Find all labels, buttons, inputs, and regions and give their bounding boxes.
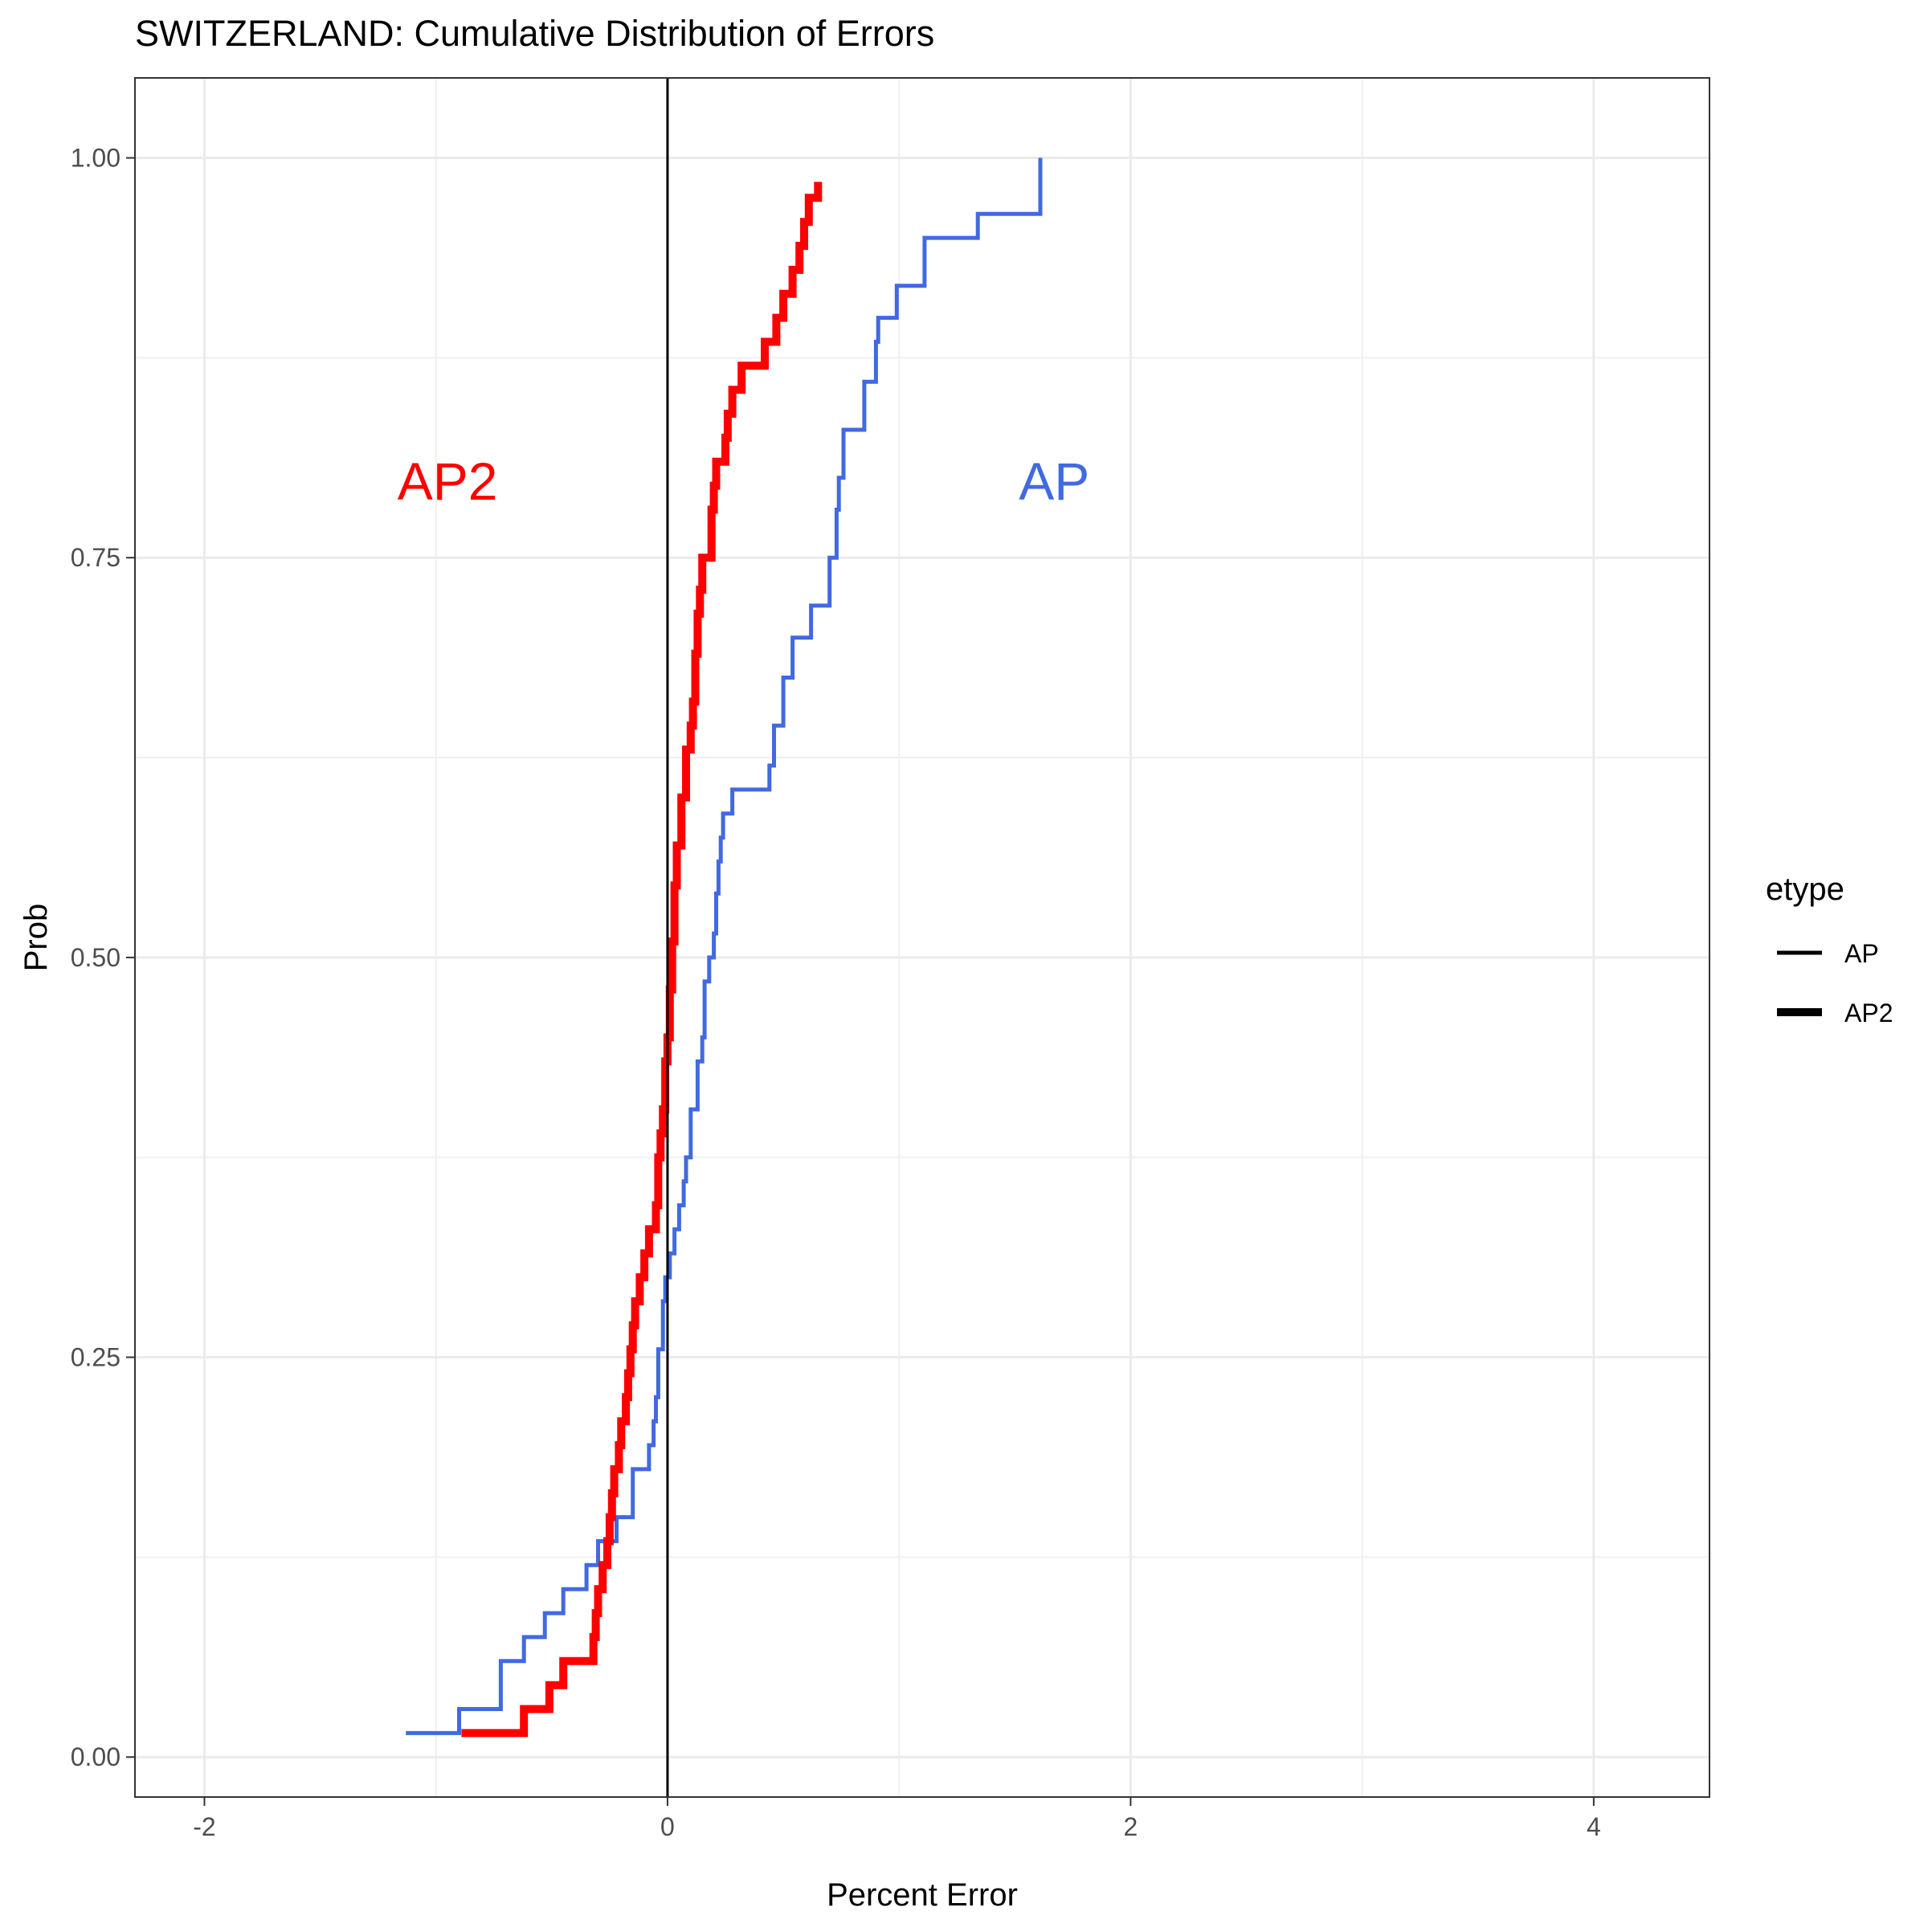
chart-title: SWITZERLAND: Cumulative Distribution of …: [135, 13, 934, 54]
x-tick-label: -2: [193, 1812, 215, 1841]
y-axis: 0.00 0.25 0.50 0.75 1.00: [71, 144, 135, 1771]
legend-label-ap: AP: [1844, 939, 1879, 968]
x-tick-label: 4: [1587, 1812, 1601, 1841]
plot-panel: AP2 AP: [134, 77, 1710, 1798]
legend-item-ap: AP: [1777, 939, 1879, 968]
y-axis-title: Prob: [18, 904, 54, 972]
legend: etype AP AP2: [1766, 872, 1893, 1027]
legend-title: etype: [1766, 872, 1844, 907]
x-tick-label: 2: [1124, 1812, 1138, 1841]
annotation-ap-label: AP: [1019, 451, 1089, 511]
legend-label-ap2: AP2: [1844, 999, 1893, 1027]
annotation-ap2-label: AP2: [398, 451, 498, 511]
legend-entries: AP AP2: [1777, 939, 1893, 1027]
x-axis: -2 0 2 4: [193, 1797, 1601, 1841]
panel-border: [134, 77, 1710, 1798]
panel-background: [135, 78, 1709, 1797]
series-line-ap: [406, 157, 1043, 1735]
y-tick-label: 0.00: [71, 1742, 120, 1771]
x-axis-title: Percent Error: [827, 1877, 1018, 1913]
y-tick-label: 0.75: [71, 543, 120, 572]
minor-gridlines: [135, 78, 1709, 1797]
y-tick-label: 0.50: [71, 943, 120, 972]
y-tick-label: 0.25: [71, 1343, 120, 1372]
legend-item-ap2: AP2: [1777, 999, 1893, 1027]
y-tick-label: 1.00: [71, 144, 120, 173]
x-tick-label: 0: [660, 1812, 675, 1841]
